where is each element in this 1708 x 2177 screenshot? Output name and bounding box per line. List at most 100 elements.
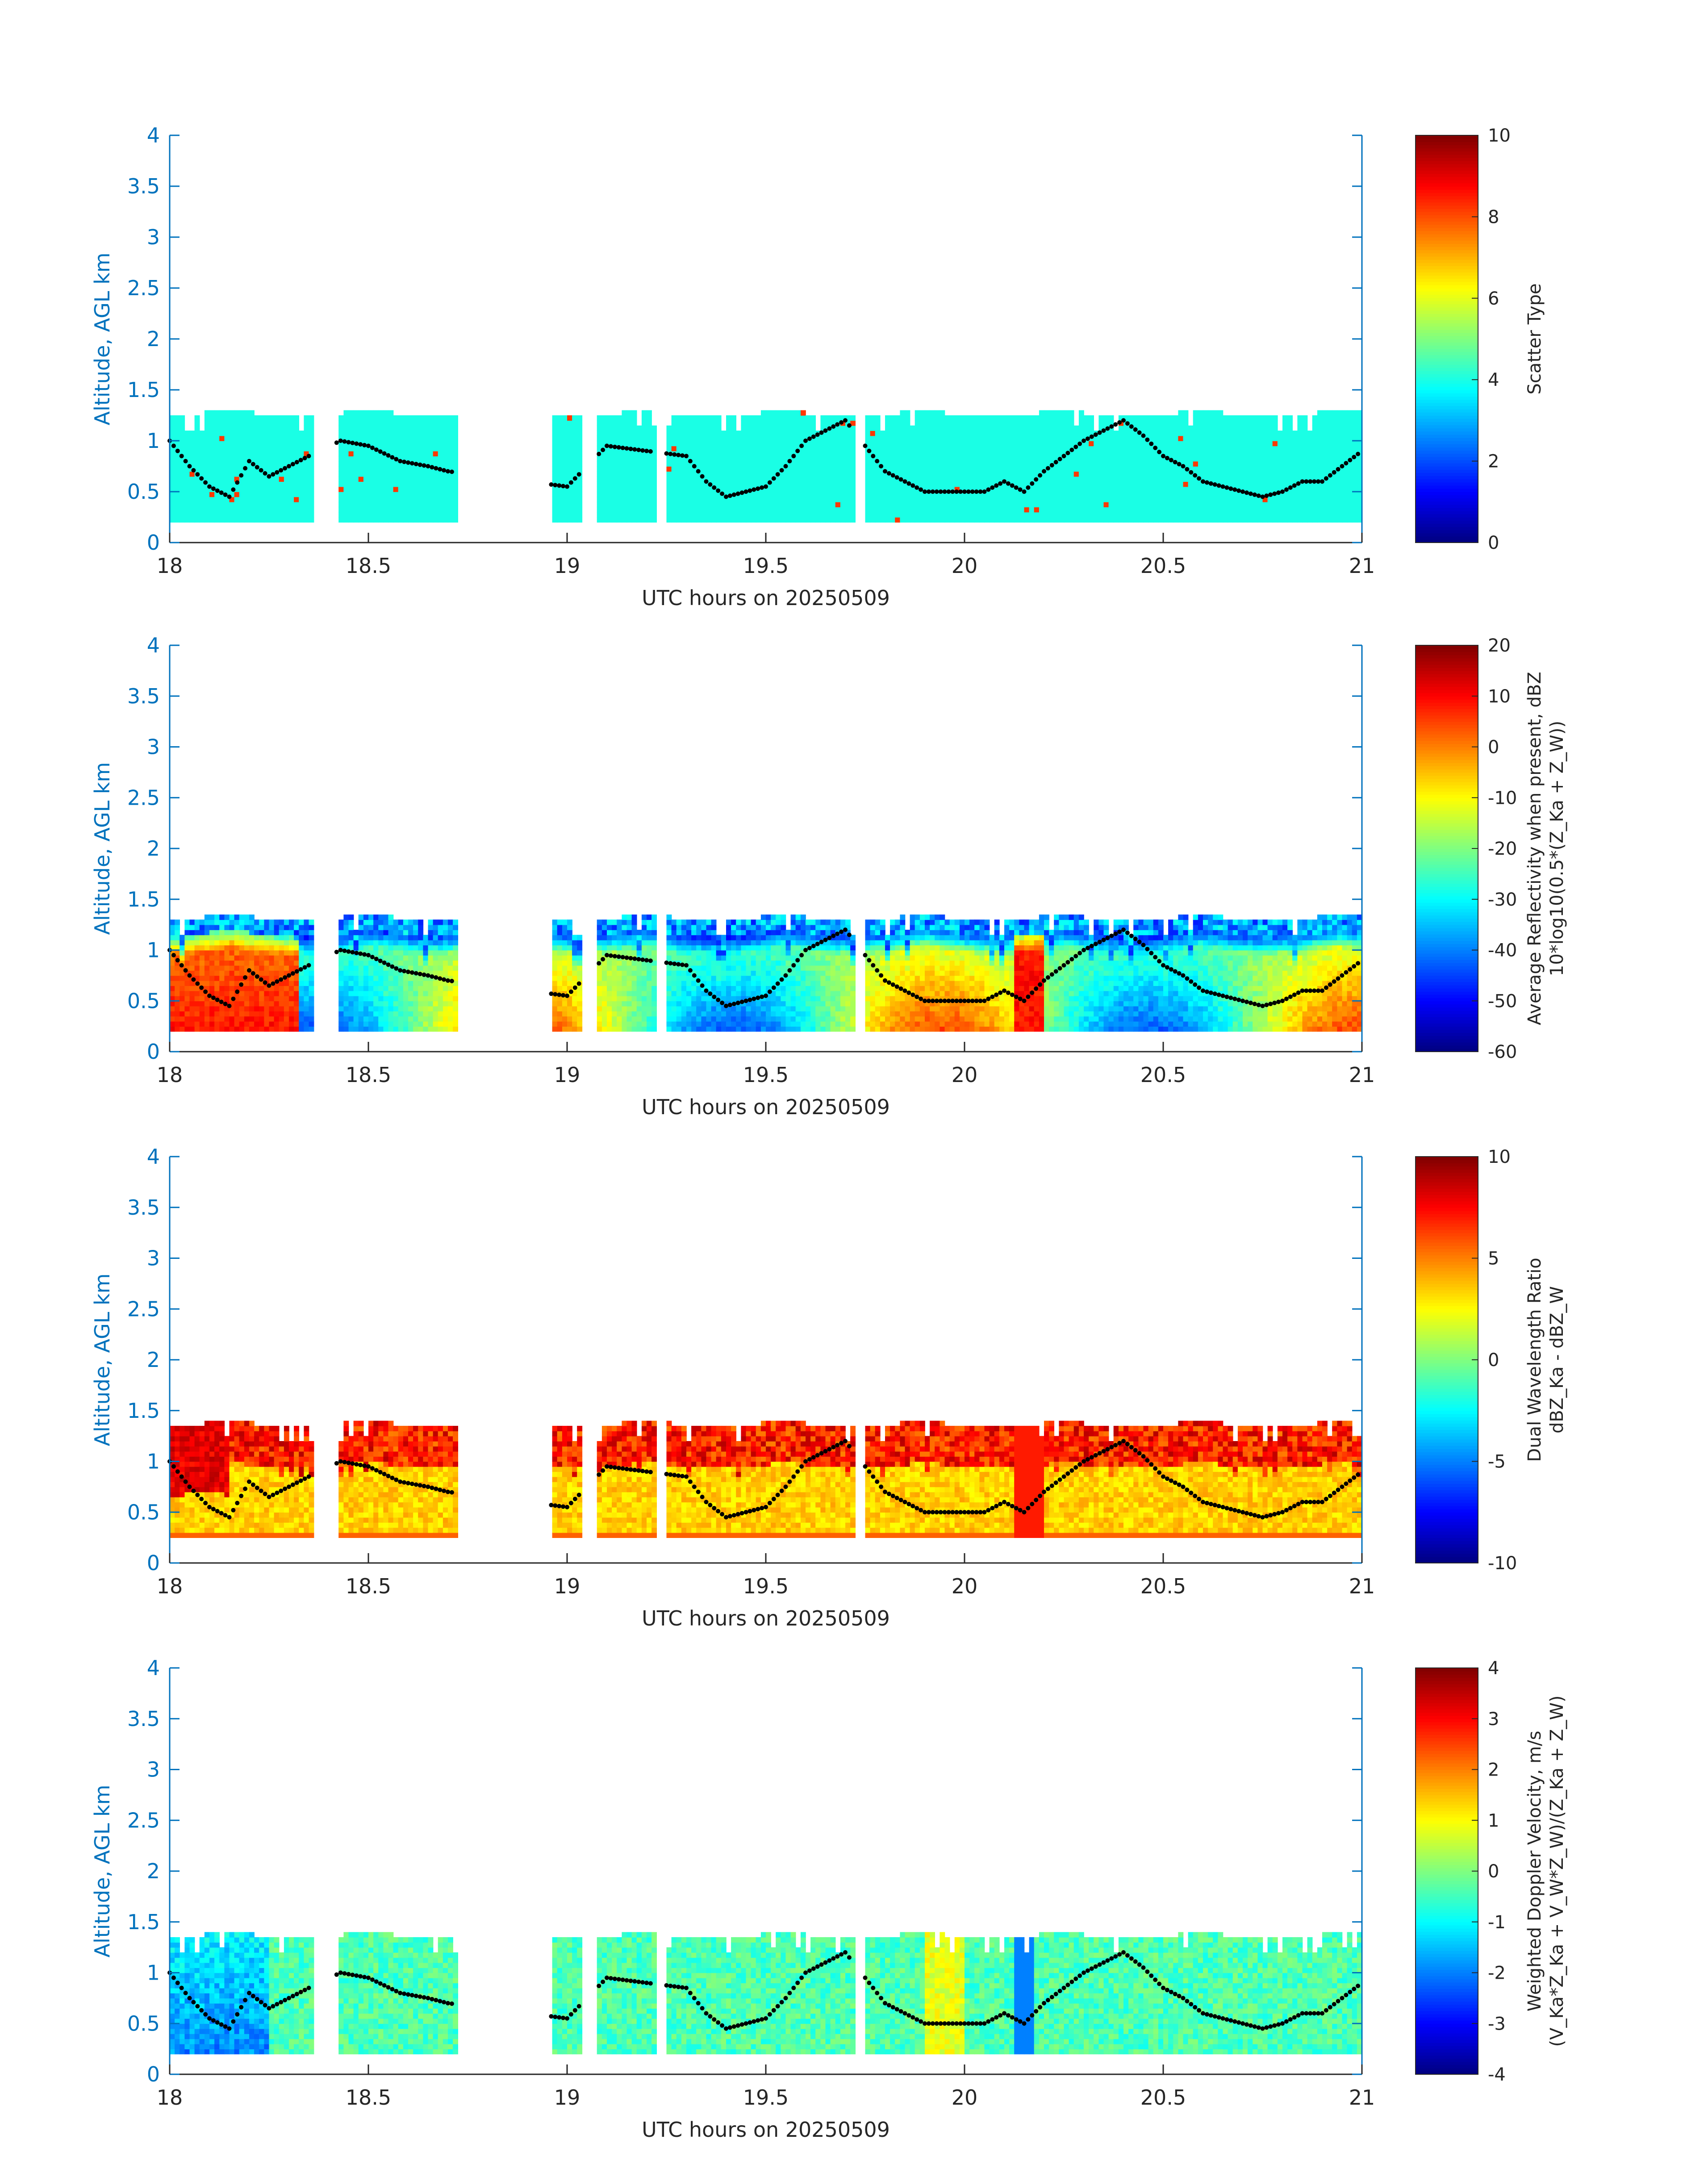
heatmap-cell (751, 471, 756, 477)
heatmap-cell (989, 415, 995, 421)
heatmap-cell (1317, 430, 1323, 436)
heatmap-cell (1277, 492, 1283, 497)
heatmap-cell (1113, 507, 1119, 513)
heatmap-cell (1004, 435, 1010, 441)
heatmap-cell (1163, 435, 1169, 441)
heatmap-cell (965, 425, 970, 431)
heatmap-cell (557, 420, 563, 426)
heatmap-cell (413, 415, 418, 421)
heatmap-cell (1103, 507, 1109, 513)
heatmap-cell (175, 945, 180, 951)
heatmap-cell (1228, 451, 1233, 456)
heatmap-cell (711, 430, 717, 436)
heatmap-cell (845, 446, 851, 451)
heatmap-cell (1208, 410, 1213, 416)
heatmap-cell (900, 471, 906, 477)
cloud-base-point (1208, 481, 1213, 486)
heatmap-cell (199, 507, 205, 513)
heatmap-cell (443, 486, 448, 492)
colorbar-swatch (1416, 180, 1478, 184)
heatmap-cell (239, 507, 245, 513)
heatmap-cell (795, 451, 801, 456)
heatmap-cell (234, 492, 240, 497)
heatmap-cell (746, 492, 752, 497)
heatmap-cell (269, 497, 275, 502)
heatmap-cell (895, 441, 901, 447)
heatmap-cell (1138, 512, 1144, 518)
heatmap-cell (204, 420, 210, 426)
cloud-base-point (1022, 489, 1027, 494)
heatmap-cell (1248, 451, 1253, 456)
heatmap-cell (199, 456, 205, 462)
heatmap-cell (900, 492, 906, 497)
heatmap-cell (795, 430, 801, 436)
heatmap-cell (746, 456, 752, 462)
heatmap-cell (925, 466, 930, 472)
heatmap-cell (1108, 430, 1114, 436)
heatmap-cell (915, 420, 920, 426)
heatmap-cell (1118, 512, 1124, 518)
heatmap-cell (626, 517, 632, 523)
heatmap-cell (617, 471, 622, 477)
heatmap-cell (696, 446, 702, 451)
heatmap-cell (746, 435, 752, 441)
heatmap-cell (1064, 512, 1069, 518)
heatmap-cell (617, 481, 622, 487)
cloud-base-point (1276, 490, 1281, 495)
heatmap-cell (1213, 512, 1219, 518)
heatmap-cell (443, 446, 448, 451)
heatmap-cell (935, 451, 940, 456)
heatmap-cell (790, 476, 796, 482)
heatmap-cell (850, 461, 856, 467)
heatmap-cell (175, 517, 180, 523)
heatmap-cell (279, 441, 284, 447)
heatmap-cell (800, 420, 806, 426)
heatmap-cell (1178, 435, 1184, 441)
heatmap-cell (1193, 492, 1199, 497)
heatmap-cell (438, 441, 443, 447)
heatmap-cell (1272, 451, 1278, 456)
heatmap-cell (1173, 517, 1179, 523)
heatmap-cell (1357, 446, 1362, 451)
heatmap-cell (1218, 501, 1224, 507)
heatmap-cell (1173, 466, 1179, 472)
heatmap-cell (572, 497, 577, 502)
heatmap-cell (1198, 512, 1203, 518)
heatmap-cell (180, 970, 185, 976)
heatmap-cell (785, 461, 791, 467)
heatmap-cell (597, 507, 602, 513)
heatmap-cell (194, 501, 200, 507)
heatmap-cell (175, 430, 180, 436)
heatmap-cell (1262, 481, 1268, 487)
heatmap-cell (930, 451, 935, 456)
heatmap-cell (413, 441, 418, 447)
heatmap-cell (274, 512, 280, 518)
cloud-base-point (1165, 455, 1169, 460)
heatmap-cell (170, 512, 175, 518)
heatmap-cell (597, 471, 602, 477)
cloud-base-point (986, 487, 991, 492)
heatmap-cell (1143, 430, 1149, 436)
heatmap-cell (781, 456, 786, 462)
heatmap-cell (870, 456, 876, 462)
heatmap-cell (343, 451, 349, 456)
heatmap-cell (219, 430, 225, 436)
heatmap-cell (1163, 415, 1169, 421)
heatmap-cell (731, 466, 736, 472)
heatmap-cell (552, 466, 558, 472)
heatmap-cell (706, 430, 712, 436)
heatmap-cell (984, 471, 990, 477)
heatmap-cell (810, 517, 816, 523)
heatmap-cell (1292, 507, 1298, 513)
heatmap-cell (626, 497, 632, 502)
heatmap-cell (368, 441, 374, 447)
cloud-base-point (620, 446, 625, 450)
heatmap-cell (1213, 410, 1219, 416)
heatmap-cell (1004, 492, 1010, 497)
heatmap-cell (1237, 415, 1243, 421)
heatmap-cell (607, 507, 612, 513)
colorbar-swatch (1416, 339, 1478, 343)
heatmap-cell (711, 456, 717, 462)
colorbar-swatch (1416, 371, 1478, 375)
heatmap-cell (1332, 512, 1338, 518)
